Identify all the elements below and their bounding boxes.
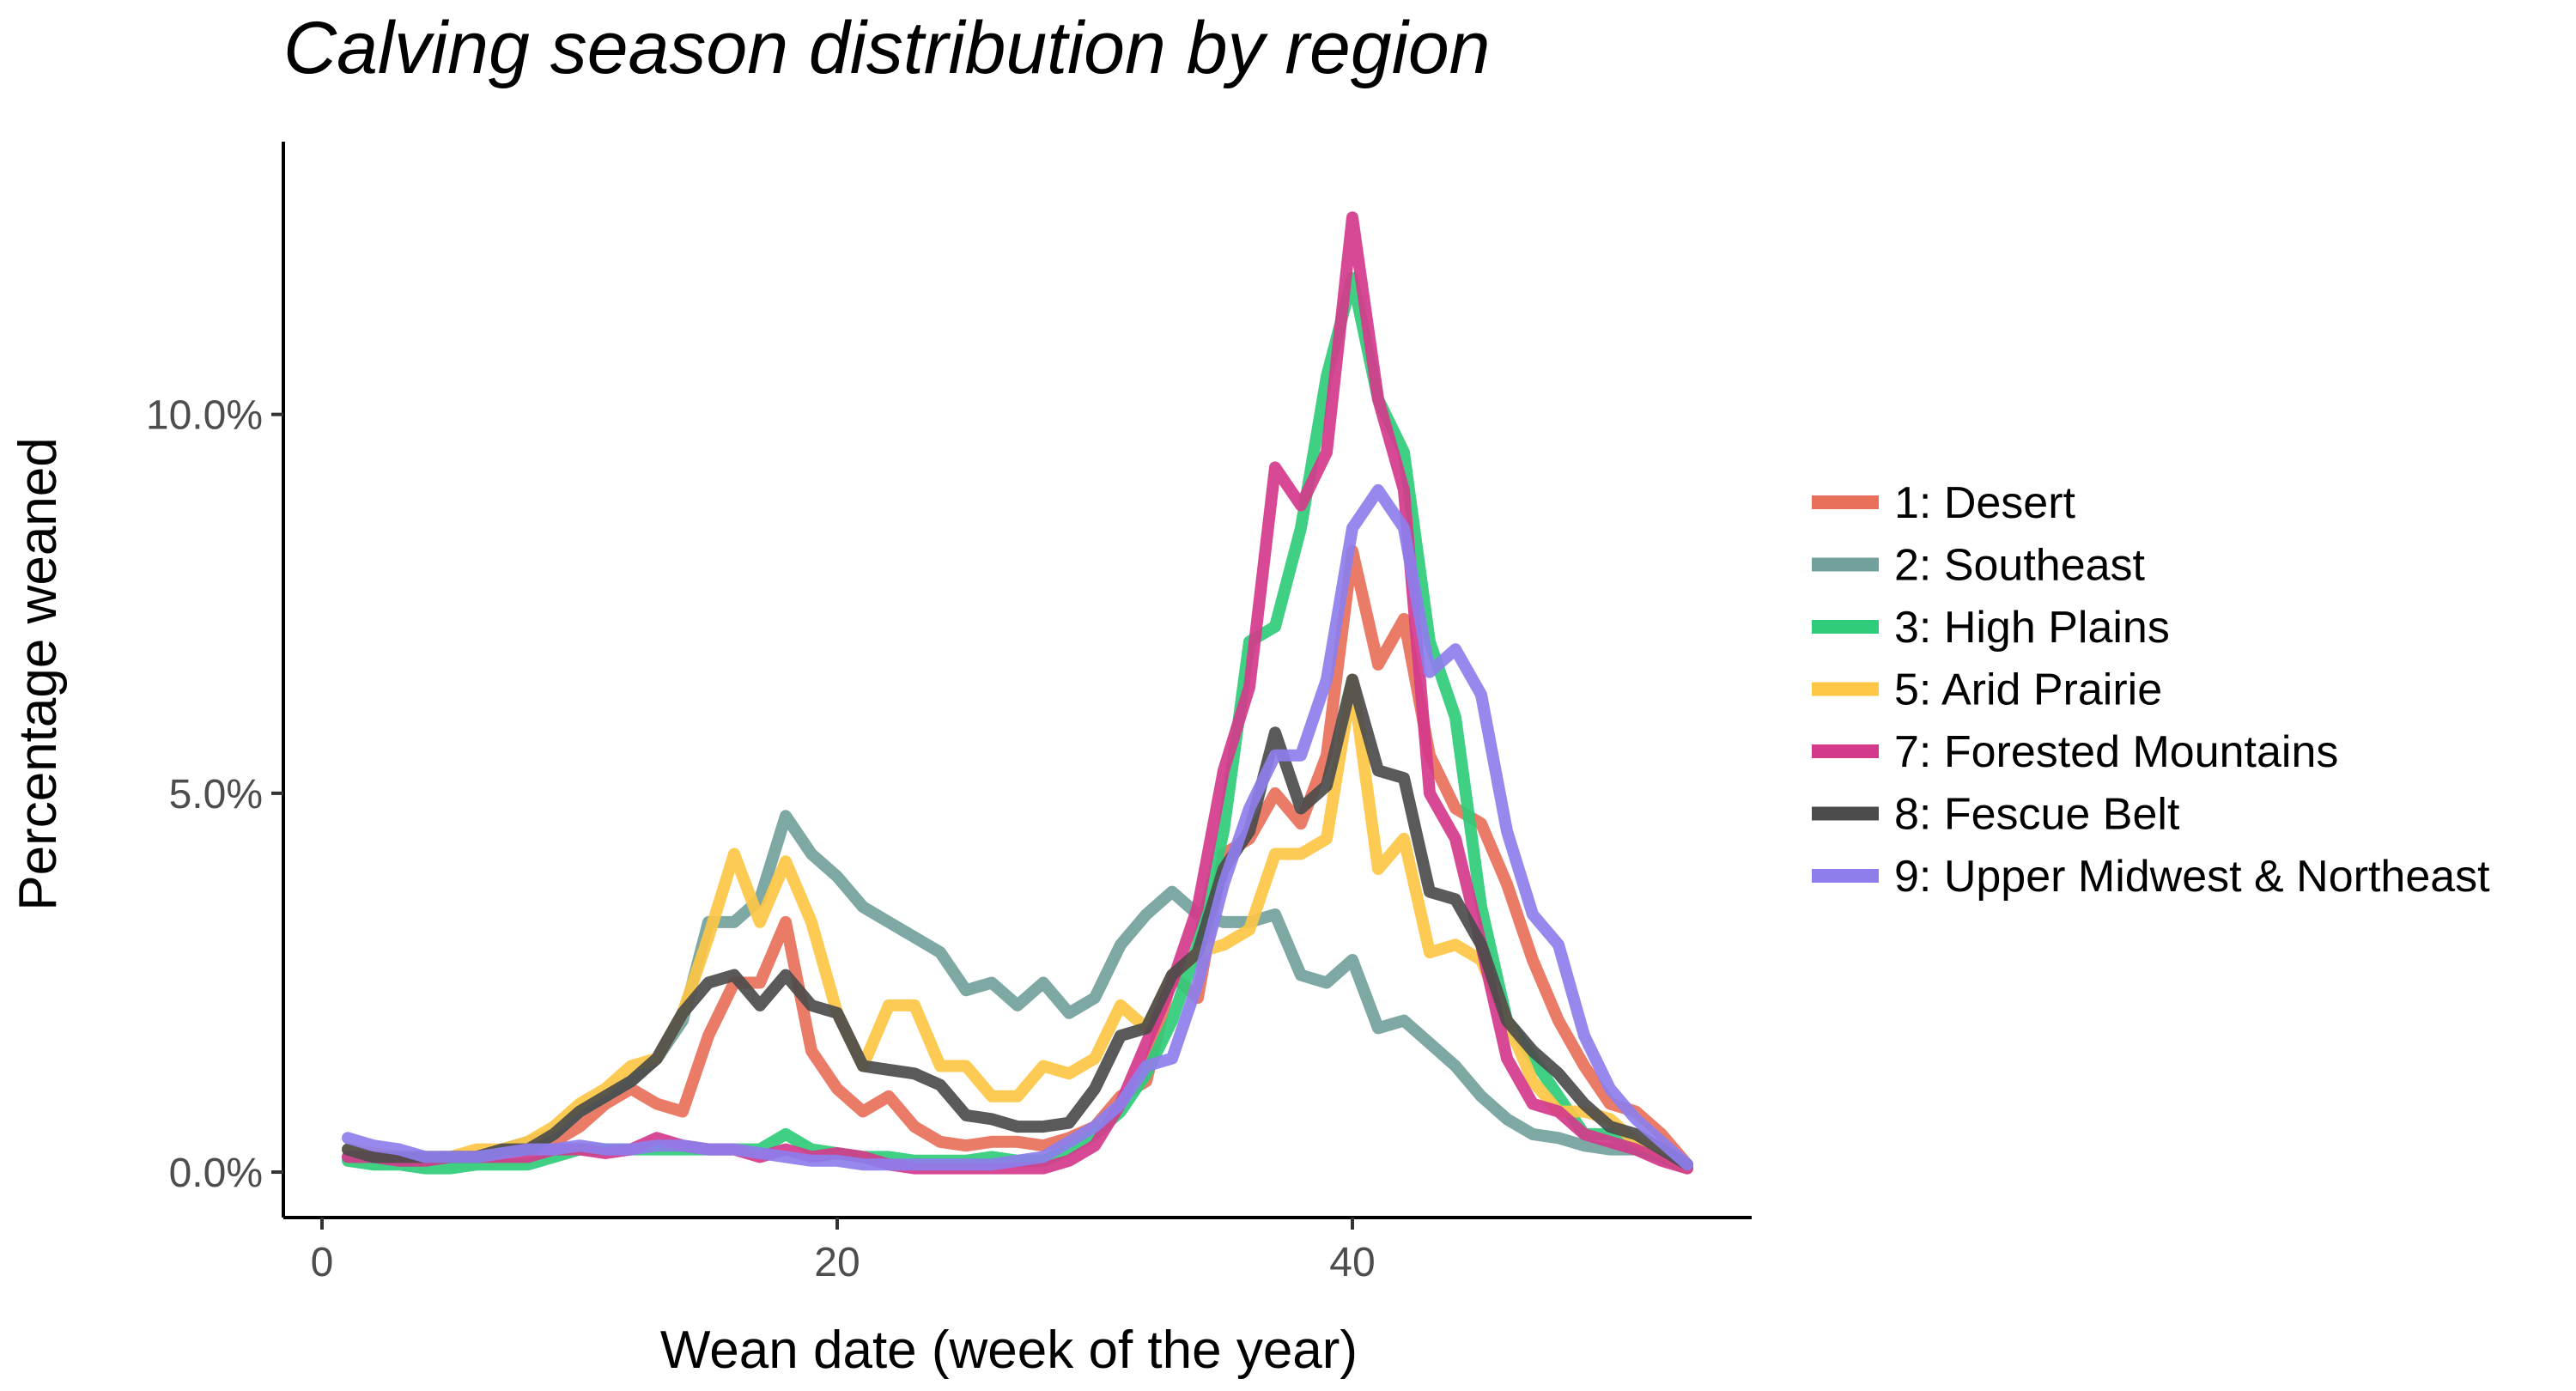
y-tick-label: 5.0% (169, 772, 263, 817)
series-line-1 (342, 544, 1693, 1171)
series-lines (342, 211, 1693, 1175)
x-tick-label: 40 (1329, 1240, 1375, 1285)
x-axis-title: Wean date (week of the year) (660, 1321, 1358, 1380)
legend-label: 1: Desert (1894, 478, 2076, 528)
x-tick-label: 20 (814, 1240, 860, 1285)
axes: 0.0% 5.0% 10.0% 0 20 40 (146, 142, 1752, 1285)
x-tick-label: 0 (311, 1240, 334, 1285)
legend: 1: Desert 2: Southeast 3: High Plains 5: Ar… (1812, 478, 2490, 902)
legend-label: 5: Arid Prairie (1894, 665, 2162, 715)
legend-label: 7: Forested Mountains (1894, 727, 2338, 777)
y-axis-title: Percentage weaned (9, 437, 68, 911)
legend-label: 2: Southeast (1894, 541, 2146, 591)
y-tick-label: 10.0% (146, 393, 263, 439)
legend-label: 8: Fescue Belt (1894, 790, 2180, 840)
legend-label: 9: Upper Midwest & Northeast (1894, 852, 2490, 902)
series-line-7 (342, 483, 1693, 1171)
y-tick-label: 0.0% (169, 1151, 263, 1196)
series-line-6 (342, 673, 1693, 1171)
legend-label: 3: High Plains (1894, 603, 2170, 653)
chart-title: Calving season distribution by region (283, 7, 1490, 89)
